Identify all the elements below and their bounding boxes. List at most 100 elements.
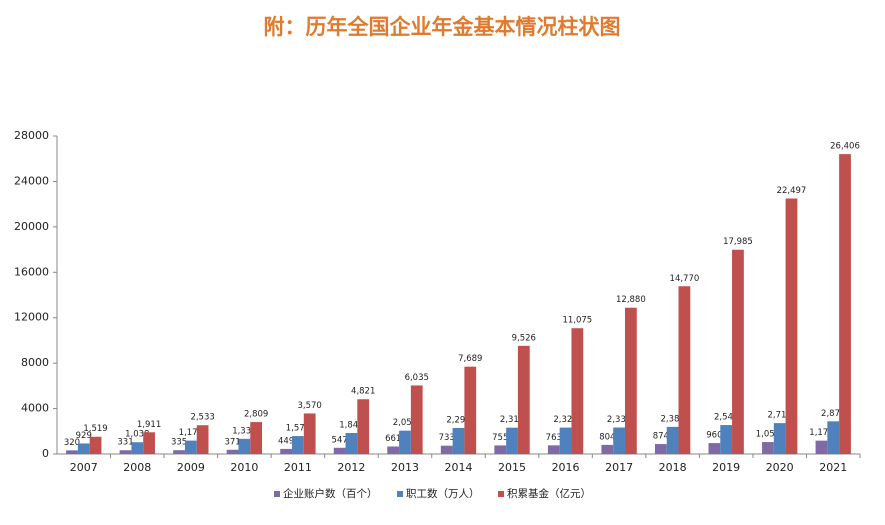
bar [601,444,614,454]
value-label: 755 [492,433,508,443]
bar [196,425,209,454]
bar [345,433,358,454]
bar [678,286,691,454]
bar [785,198,798,454]
value-label: 2,718 [768,411,792,421]
bar [654,444,667,454]
x-tick-label: 2015 [498,461,526,474]
bar [732,249,744,454]
value-label: 874 [653,432,669,442]
x-tick-label: 2021 [819,461,847,474]
y-tick-label: 0 [42,447,49,460]
bar [720,425,733,454]
bar [815,440,828,454]
bar [559,427,572,454]
value-label: 320 [64,438,80,448]
x-tick-label: 2010 [230,461,258,474]
value-label: 733 [439,433,455,443]
value-label: 1,175 [809,428,833,438]
value-label: 2,056 [393,418,417,428]
value-label: 331 [117,438,133,448]
value-label: 449 [278,436,294,446]
value-label: 17,985 [723,237,753,247]
bar [708,443,721,454]
bar [773,423,786,454]
value-label: 2,875 [821,409,845,419]
value-label: 11,075 [562,316,592,326]
value-label: 335 [171,438,187,448]
x-tick-label: 2020 [766,461,794,474]
bar [250,422,263,454]
x-tick-label: 2008 [123,461,151,474]
legend-label: 职工数（万人） [406,487,480,500]
legend-swatch [498,491,504,497]
value-label: 9,526 [512,333,536,343]
value-label: 1,519 [83,424,107,434]
legend-swatch [274,491,280,497]
y-tick-label: 28000 [14,129,49,142]
value-label: 547 [332,435,348,445]
y-tick-label: 12000 [14,311,49,324]
bar [399,430,411,454]
bar [571,328,584,454]
value-label: 14,770 [670,274,700,284]
bar [547,445,560,454]
x-tick-label: 2012 [337,461,365,474]
bar [440,445,453,454]
bar [333,447,346,454]
value-label: 2,316 [500,415,524,425]
value-label: 661 [385,434,401,444]
value-label: 1,847 [339,421,363,431]
x-tick-label: 2007 [70,461,98,474]
value-label: 2,331 [607,415,631,425]
bar [452,427,465,454]
value-label: 7,689 [458,354,482,364]
y-tick-label: 8000 [21,356,49,369]
bar [303,413,316,454]
value-label: 2,325 [553,415,577,425]
bar [280,448,293,454]
value-label: 26,406 [830,142,860,152]
bar [357,399,370,454]
value-label: 1,179 [179,428,203,438]
bar [131,442,144,454]
bar [517,345,530,454]
bar [119,450,132,454]
bar [839,154,851,455]
x-tick-label: 2017 [605,461,633,474]
x-tick-label: 2018 [659,461,687,474]
value-label: 960 [706,431,722,441]
y-tick-label: 20000 [14,220,49,233]
bar [494,445,507,454]
value-label: 804 [599,432,615,442]
legend-swatch [397,491,403,497]
bar [613,427,625,454]
bar [292,436,304,454]
value-label: 2,293 [446,415,470,425]
legend-label: 企业账户数（百个） [283,487,378,500]
bar [66,450,78,454]
value-label: 763 [546,433,562,443]
x-tick-label: 2009 [177,461,205,474]
y-tick-label: 16000 [14,265,49,278]
x-tick-label: 2011 [284,461,312,474]
bar [762,442,774,454]
bar [827,421,840,454]
value-label: 1,335 [232,426,256,436]
x-tick-label: 2019 [712,461,740,474]
value-label: 12,880 [616,295,646,305]
chart-title: 附：历年全国企业年金基本情况柱状图 [264,15,621,39]
bar [89,436,102,454]
x-tick-label: 2013 [391,461,419,474]
value-label: 2,548 [714,413,738,423]
bar [387,446,400,454]
value-label: 6,035 [405,373,429,383]
bar [464,366,477,454]
value-label: 371 [224,437,240,447]
value-label: 2,809 [244,410,268,420]
value-label: 2,388 [660,414,684,424]
bar [410,385,423,454]
value-label: 22,497 [777,186,807,196]
bar [666,426,679,454]
